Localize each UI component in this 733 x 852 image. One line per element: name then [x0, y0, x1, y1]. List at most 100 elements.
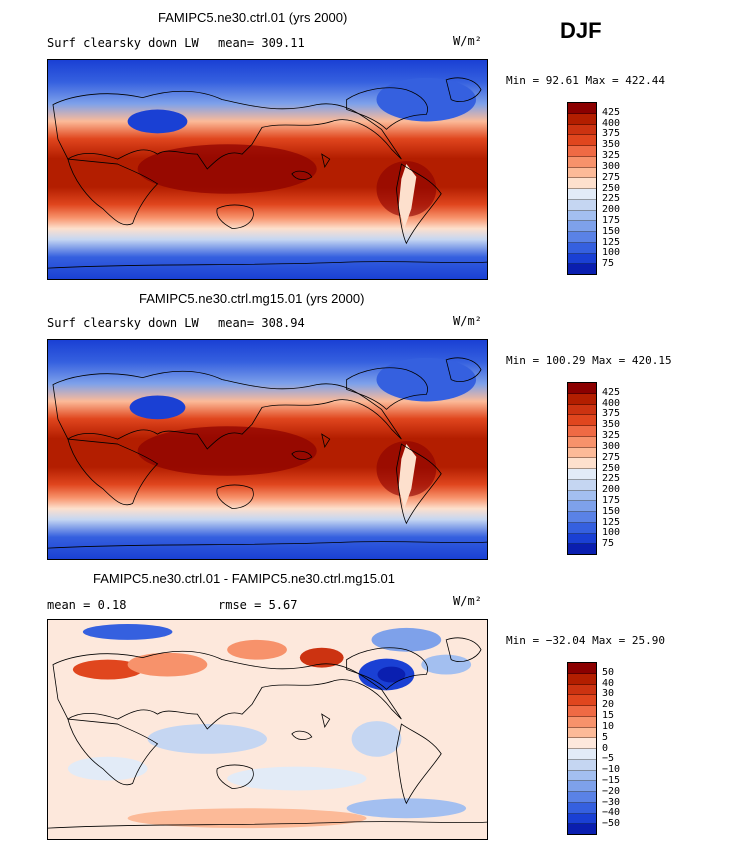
- colorbar-swatch: [568, 802, 596, 814]
- colorbar-tick-label: 325: [602, 150, 621, 162]
- colorbar-swatch: [568, 124, 596, 136]
- colorbar-swatch: [568, 436, 596, 448]
- colorbar-swatch: [568, 706, 596, 717]
- colorbar-tick-label: 40: [602, 677, 615, 689]
- colorbar-tick-label: 400: [602, 397, 621, 409]
- colorbar-tick-label: −50: [602, 818, 621, 830]
- colorbar-swatch: [568, 383, 596, 394]
- panel-1-mean: mean= 309.11: [218, 36, 305, 50]
- colorbar-swatch: [568, 512, 596, 523]
- colorbar-swatch: [568, 242, 596, 254]
- colorbar-tick-label: −5: [602, 753, 615, 765]
- panel-3-rmse: rmse = 5.67: [218, 598, 298, 612]
- panel-2-min-max: Min = 100.29 Max = 420.15: [506, 354, 672, 367]
- colorbar-tick-label: 425: [602, 386, 621, 398]
- colorbar-tick-label: 15: [602, 710, 615, 722]
- colorbar-swatch: [568, 749, 596, 760]
- panel-3-colorbar: [567, 662, 597, 835]
- colorbar-swatch: [568, 199, 596, 211]
- colorbar-swatch: [568, 501, 596, 512]
- colorbar-tick-label: 175: [602, 214, 621, 226]
- panel-2-map: [47, 339, 488, 560]
- colorbar-swatch: [568, 458, 596, 469]
- colorbar-tick-label: 75: [602, 538, 615, 550]
- panel-2-units: W/m²: [453, 314, 482, 328]
- colorbar-tick-label: 175: [602, 494, 621, 506]
- colorbar-tick-label: −10: [602, 764, 621, 776]
- colorbar-tick-label: 275: [602, 451, 621, 463]
- colorbar-tick-label: 50: [602, 666, 615, 678]
- colorbar-swatch: [568, 103, 596, 114]
- colorbar-tick-label: 300: [602, 440, 621, 452]
- panel-1-title: FAMIPC5.ne30.ctrl.01 (yrs 2000): [158, 10, 348, 25]
- colorbar-swatch: [568, 404, 596, 416]
- colorbar-swatch: [568, 781, 596, 792]
- colorbar-tick-label: 100: [602, 247, 621, 259]
- colorbar-tick-label: 10: [602, 720, 615, 732]
- colorbar-tick-label: 400: [602, 117, 621, 129]
- colorbar-swatch: [568, 113, 596, 125]
- colorbar-tick-label: 30: [602, 688, 615, 700]
- panel-2-map-field: [48, 340, 487, 559]
- colorbar-swatch: [568, 479, 596, 491]
- colorbar-swatch: [568, 135, 596, 146]
- colorbar-swatch: [568, 253, 596, 265]
- colorbar-swatch: [568, 189, 596, 200]
- colorbar-tick-label: −15: [602, 774, 621, 786]
- colorbar-swatch: [568, 824, 596, 834]
- colorbar-tick-label: 125: [602, 516, 621, 528]
- panel-2-colorbar: [567, 382, 597, 555]
- colorbar-swatch: [568, 393, 596, 405]
- colorbar-tick-label: −40: [602, 807, 621, 819]
- colorbar-tick-label: 200: [602, 484, 621, 496]
- colorbar-swatch: [568, 684, 596, 696]
- panel-2-mean: mean= 308.94: [218, 316, 305, 330]
- colorbar-swatch: [568, 663, 596, 674]
- colorbar-tick-label: 100: [602, 527, 621, 539]
- colorbar-swatch: [568, 813, 596, 825]
- colorbar-tick-label: −30: [602, 796, 621, 808]
- colorbar-swatch: [568, 426, 596, 437]
- colorbar-tick-label: 250: [602, 462, 621, 474]
- colorbar-tick-label: 125: [602, 236, 621, 248]
- colorbar-tick-label: 150: [602, 505, 621, 517]
- panel-3-units: W/m²: [453, 594, 482, 608]
- colorbar-swatch: [568, 221, 596, 232]
- panel-1-variable-label: Surf clearsky down LW: [47, 36, 199, 50]
- colorbar-tick-label: −20: [602, 785, 621, 797]
- panel-1-map-field: [48, 60, 487, 279]
- colorbar-swatch: [568, 146, 596, 157]
- colorbar-swatch: [568, 533, 596, 545]
- colorbar-swatch: [568, 522, 596, 534]
- panel-2-title: FAMIPC5.ne30.ctrl.mg15.01 (yrs 2000): [139, 291, 365, 306]
- colorbar-swatch: [568, 415, 596, 426]
- colorbar-swatch: [568, 738, 596, 749]
- colorbar-swatch: [568, 716, 596, 728]
- panel-1-min-max: Min = 92.61 Max = 422.44: [506, 74, 665, 87]
- season-label: DJF: [560, 18, 602, 43]
- colorbar-tick-label: 0: [602, 742, 609, 754]
- panel-3-title: FAMIPC5.ne30.ctrl.01 - FAMIPC5.ne30.ctrl…: [93, 571, 396, 586]
- colorbar-swatch: [568, 759, 596, 771]
- panel-1-colorbar: [567, 102, 597, 275]
- colorbar-swatch: [568, 178, 596, 189]
- panel-1-units: W/m²: [453, 34, 482, 48]
- colorbar-swatch: [568, 469, 596, 480]
- colorbar-swatch: [568, 770, 596, 782]
- colorbar-tick-label: 275: [602, 171, 621, 183]
- panel-3-mean: mean = 0.18: [47, 598, 127, 612]
- colorbar-tick-label: 425: [602, 106, 621, 118]
- colorbar-swatch: [568, 210, 596, 222]
- colorbar-tick-label: 375: [602, 408, 621, 420]
- colorbar-tick-label: 325: [602, 430, 621, 442]
- colorbar-tick-label: 5: [602, 731, 609, 743]
- colorbar-tick-label: 225: [602, 473, 621, 485]
- panel-1-map: [47, 59, 488, 280]
- panel-3-colorbar-ticks: 50 40 30 20 15 10 5 0 −5 −10 −15 −20 −30 −40 −50: [602, 662, 642, 835]
- colorbar-swatch: [568, 156, 596, 168]
- panel-3-map-field: [48, 620, 487, 839]
- panel-3-map: [47, 619, 488, 840]
- colorbar-tick-label: 225: [602, 193, 621, 205]
- colorbar-tick-label: 200: [602, 204, 621, 216]
- colorbar-swatch: [568, 264, 596, 274]
